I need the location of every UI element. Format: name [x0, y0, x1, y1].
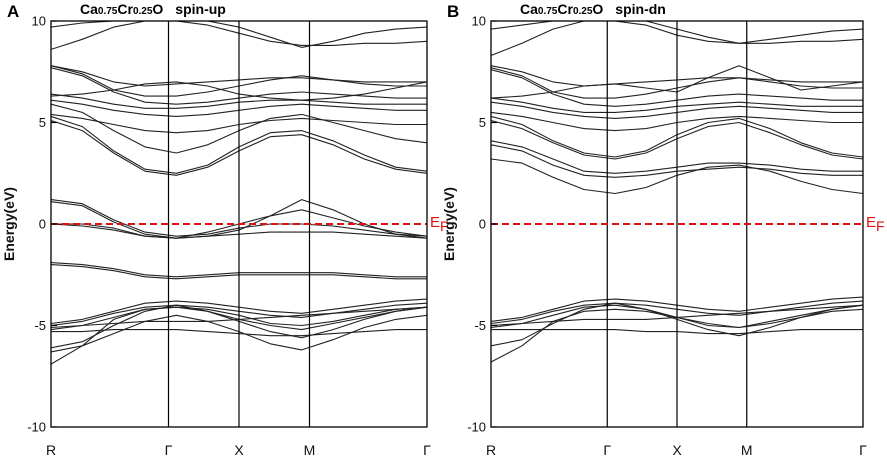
k-point-label: Γ	[859, 442, 867, 457]
fermi-label-main: E	[430, 214, 440, 231]
y-tick-label: -10	[467, 420, 486, 435]
fermi-label: EF	[866, 214, 885, 234]
title-element: Cr	[557, 1, 573, 17]
k-point-label: Γ	[423, 442, 431, 457]
y-tick-label: 0	[479, 217, 486, 232]
y-tick-label: -10	[27, 420, 46, 435]
y-tick-label: 5	[479, 115, 486, 130]
fermi-label-sub: F	[440, 218, 449, 234]
title-element: O	[152, 1, 163, 17]
title-element: Ca	[80, 1, 98, 17]
y-axis-label: Energy(eV)	[1, 187, 17, 261]
panel-label: A	[7, 2, 19, 21]
k-point-label: M	[304, 442, 316, 457]
title-subscript: 0.75	[538, 6, 558, 17]
y-tick-label: 10	[32, 14, 46, 29]
y-axis-label: Energy(eV)	[441, 187, 457, 261]
k-point-label: X	[672, 442, 682, 457]
k-point-label: R	[486, 442, 496, 457]
y-tick-label: 0	[39, 217, 46, 232]
panel-title: Ca0.75Cr0.25O spin-dn	[520, 1, 666, 17]
title-element: Ca	[520, 1, 538, 17]
panel-b: 10 5 0 -5 -10R Γ X M Γ Energy(eV) B Ca0.75Cr0.25O sp…	[441, 1, 885, 457]
k-point-label: X	[234, 442, 244, 457]
title-subscript: 0.25	[573, 6, 593, 17]
panel-label: B	[447, 2, 459, 21]
title-subscript: 0.25	[133, 6, 153, 17]
y-tick-label: 10	[472, 14, 486, 29]
fermi-label: EF	[430, 214, 449, 234]
panel-title: Ca0.75Cr0.25O spin-up	[80, 1, 226, 17]
y-tick-label: -5	[34, 318, 46, 333]
title-subscript: 0.75	[98, 6, 118, 17]
panel-a: 10 5 0 -5 -10R Γ X M Γ Energy(eV) A Ca0.75Cr0.25O sp…	[1, 1, 449, 457]
title-element: Cr	[117, 1, 133, 17]
k-point-label: R	[46, 442, 56, 457]
k-point-label: Γ	[603, 442, 611, 457]
y-tick-label: 5	[39, 115, 46, 130]
fermi-label-main: E	[866, 214, 876, 231]
k-point-label: M	[741, 442, 753, 457]
k-point-label: Γ	[165, 442, 173, 457]
y-tick-label: -5	[474, 318, 486, 333]
fermi-label-sub: F	[876, 218, 885, 234]
title-element: O	[592, 1, 603, 17]
title-spin: spin-up	[175, 1, 226, 17]
title-spin: spin-dn	[615, 1, 666, 17]
